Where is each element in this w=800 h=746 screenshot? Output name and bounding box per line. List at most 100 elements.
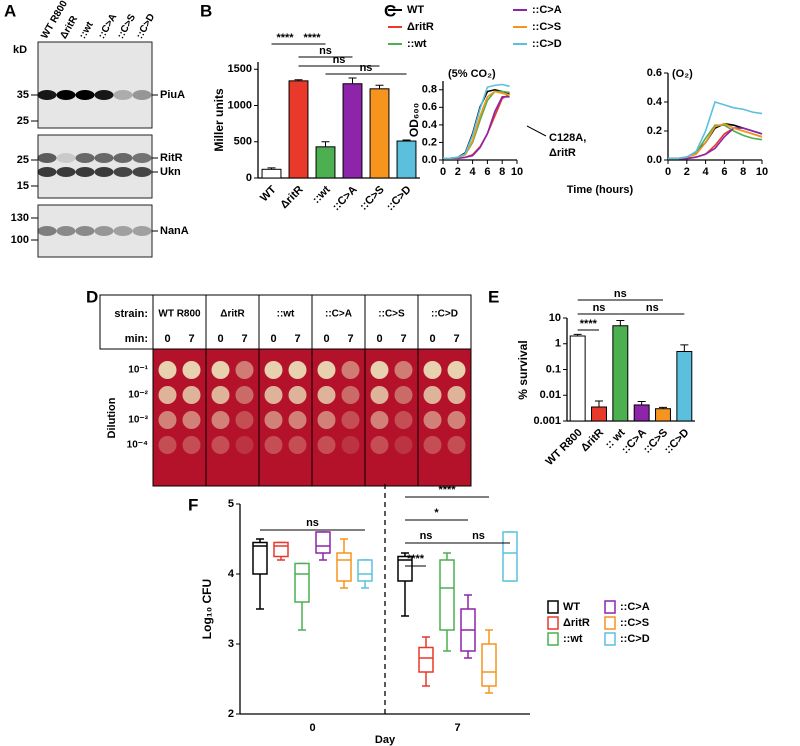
blot-band <box>113 167 133 177</box>
legend-label: ::C>D <box>620 633 650 645</box>
legend-label: ::wt <box>563 633 583 645</box>
colony-spot <box>317 411 336 429</box>
error-bar <box>348 77 357 84</box>
blot-band <box>75 167 95 177</box>
colony-spot <box>394 436 413 454</box>
colony-spot <box>394 411 413 429</box>
legend-label: ::C>S <box>532 21 561 33</box>
x-tick-label: ::C>A <box>330 184 359 213</box>
colony-spot <box>264 436 283 454</box>
strain-label: WT R800 <box>158 309 201 320</box>
x-tick-label: 10 <box>511 166 523 178</box>
y-tick-label: 0.8 <box>422 84 437 96</box>
lane-label: ::C>D <box>134 12 157 41</box>
blot-band <box>113 153 133 163</box>
time-label: 7 <box>294 333 300 345</box>
significance-label: ns <box>614 288 627 300</box>
time-label: 7 <box>241 333 247 345</box>
colony-spot <box>423 386 442 404</box>
colony-spot <box>158 436 177 454</box>
colony-spot <box>394 386 413 404</box>
legend-swatch <box>547 600 559 614</box>
x-axis-label: Day <box>375 734 396 746</box>
blot-section <box>37 41 153 129</box>
blot-band <box>56 226 76 236</box>
y-axis-label: % survival <box>516 340 530 399</box>
y-tick-label: 0.4 <box>647 96 663 108</box>
y-tick-label: 1500 <box>228 63 252 75</box>
time-label: 7 <box>347 333 353 345</box>
blot-band <box>132 153 152 163</box>
legend-swatch <box>604 632 616 646</box>
blot-band <box>56 90 76 100</box>
colony-spot <box>235 386 254 404</box>
legend-swatch <box>604 616 616 630</box>
y-tick-label: 0.4 <box>422 119 438 131</box>
box <box>273 541 289 558</box>
band-label: Ukn <box>160 166 181 178</box>
dilution-label: 10⁻² <box>128 390 148 401</box>
marker-label: 15 <box>17 180 29 192</box>
colony-spot <box>158 411 177 429</box>
y-tick-label: 500 <box>234 136 252 148</box>
error-bar <box>321 141 330 147</box>
x-tick-label: WT <box>258 183 279 204</box>
box <box>336 552 352 582</box>
y-tick-label: 0.0 <box>647 154 662 166</box>
x-tick-label: 6 <box>484 166 490 178</box>
legend-label: ::wt <box>407 38 427 50</box>
colony-spot <box>264 411 283 429</box>
strain-label: ΔritR <box>220 309 245 320</box>
bar <box>315 146 336 179</box>
x-tick-label: WT R800 <box>543 427 584 468</box>
legend-label: WT <box>407 4 424 16</box>
box <box>418 646 434 673</box>
y-tick-label: 0.001 <box>533 415 561 427</box>
blot-band <box>113 226 133 236</box>
y-axis-label: OD₆₀₀ <box>407 103 421 137</box>
colony-spot <box>317 436 336 454</box>
x-tick-label: ::C>D <box>384 184 413 213</box>
y-tick-label: 10 <box>549 312 561 324</box>
legend-label: ::C>S <box>620 617 649 629</box>
colony-spot <box>264 386 283 404</box>
bar <box>655 408 671 422</box>
colony-spot <box>288 436 307 454</box>
y-tick-label: 3 <box>228 638 234 650</box>
significance-label: **** <box>580 318 598 330</box>
chart-title: (O₂) <box>672 68 693 80</box>
colony-spot <box>288 411 307 429</box>
colony-spot <box>211 411 230 429</box>
lane-label: ::wt <box>77 19 96 40</box>
error-bar <box>637 401 646 405</box>
blot-band <box>75 226 95 236</box>
colony-spot <box>394 361 413 379</box>
line <box>443 83 510 160</box>
row-label: min: <box>125 333 148 345</box>
time-label: 0 <box>164 333 170 345</box>
line <box>668 101 763 160</box>
colony-spot <box>370 386 389 404</box>
colony-spot <box>211 436 230 454</box>
annotation-pointer <box>526 125 547 137</box>
error-bar <box>680 344 689 352</box>
x-tick-label: 7 <box>454 722 460 734</box>
marker-label: 35 <box>17 89 29 101</box>
y-tick-label: 0.2 <box>647 125 662 137</box>
bar <box>633 404 650 422</box>
chart-title: (5% CO₂) <box>448 68 496 80</box>
band-label: PiuA <box>160 89 185 101</box>
x-tick-label: 0 <box>309 722 315 734</box>
x-tick-label: 6 <box>721 166 727 178</box>
colony-spot <box>211 386 230 404</box>
error-bar <box>616 319 625 326</box>
colony-spot <box>447 436 466 454</box>
bar <box>261 168 282 179</box>
blot-band <box>56 153 76 163</box>
significance-label: ns <box>646 302 659 314</box>
x-tick-label: ::wt <box>310 183 333 206</box>
box <box>357 559 373 582</box>
blot-band <box>37 226 57 236</box>
bar <box>569 335 586 422</box>
